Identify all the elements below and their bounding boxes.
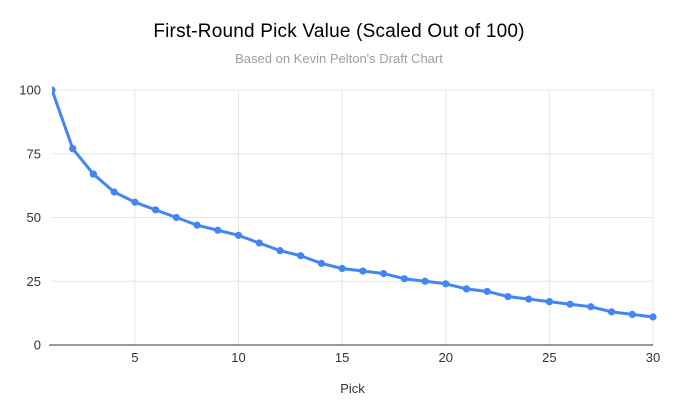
data-point-pick-25[interactable]: [545, 298, 553, 306]
y-tick-label: 75: [27, 146, 41, 161]
x-tick-label: 5: [131, 350, 138, 365]
data-point-pick-10[interactable]: [234, 231, 243, 239]
data-point-pick-17[interactable]: [379, 270, 388, 278]
data-point-pick-29[interactable]: [628, 310, 636, 318]
x-axis-title: Pick: [340, 381, 365, 396]
data-point-pick-9[interactable]: [214, 226, 222, 234]
y-tick-label: 25: [27, 274, 41, 289]
data-point-pick-22[interactable]: [483, 287, 491, 296]
data-point-pick-19[interactable]: [421, 277, 429, 285]
data-point-pick-24[interactable]: [525, 295, 533, 303]
y-tick-label: 0: [34, 338, 41, 353]
data-point-pick-6[interactable]: [152, 206, 160, 214]
data-point-pick-7[interactable]: [172, 213, 180, 222]
data-point-pick-18[interactable]: [400, 275, 408, 283]
data-point-pick-15[interactable]: [338, 264, 346, 273]
y-tick-label: 100: [19, 83, 41, 98]
x-tick-label: 30: [646, 350, 660, 365]
data-point-pick-16[interactable]: [359, 267, 367, 275]
data-point-pick-20[interactable]: [442, 280, 450, 288]
data-point-pick-8[interactable]: [193, 221, 201, 229]
data-point-pick-1[interactable]: [48, 86, 56, 94]
data-point-pick-3[interactable]: [89, 170, 98, 178]
data-point-pick-14[interactable]: [317, 259, 326, 267]
x-tick-label: 15: [335, 350, 349, 365]
data-point-pick-11[interactable]: [255, 239, 263, 247]
chart-title: First-Round Pick Value (Scaled Out of 10…: [153, 21, 525, 42]
data-point-pick-2[interactable]: [69, 145, 77, 153]
data-point-pick-27[interactable]: [587, 303, 595, 311]
x-tick-label: 25: [542, 350, 556, 365]
data-point-pick-12[interactable]: [276, 247, 284, 255]
data-point-pick-23[interactable]: [504, 292, 512, 301]
chart-subtitle: Based on Kevin Pelton's Draft Chart: [235, 51, 443, 66]
data-point-pick-28[interactable]: [607, 308, 616, 316]
data-point-pick-13[interactable]: [297, 252, 305, 260]
data-point-pick-5[interactable]: [131, 198, 139, 206]
y-tick-label: 50: [27, 210, 41, 225]
data-point-pick-4[interactable]: [110, 188, 118, 196]
data-point-pick-30[interactable]: [649, 313, 657, 321]
data-series: [48, 86, 657, 321]
x-tick-label: 10: [231, 350, 245, 365]
x-tick-label: 20: [439, 350, 453, 365]
data-point-pick-21[interactable]: [462, 285, 471, 293]
series-line: [52, 88, 655, 319]
data-point-pick-26[interactable]: [566, 300, 574, 308]
